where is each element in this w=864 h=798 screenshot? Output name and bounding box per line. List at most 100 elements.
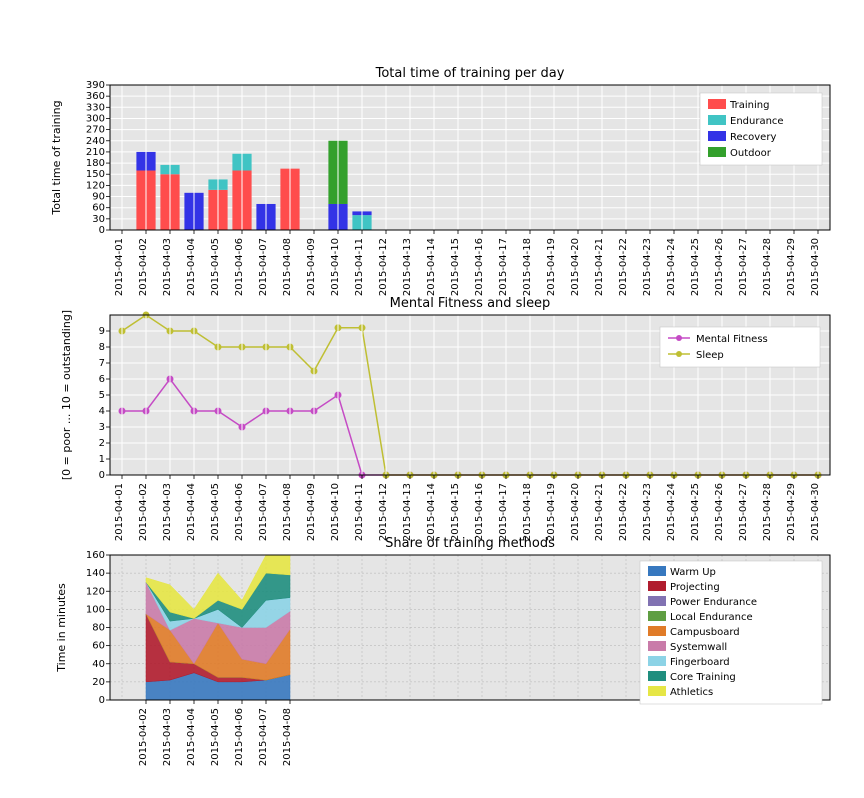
svg-text:2015-04-01: 2015-04-01: [114, 238, 125, 296]
svg-text:9: 9: [99, 326, 105, 337]
svg-text:4: 4: [99, 406, 105, 417]
svg-text:2015-04-20: 2015-04-20: [570, 483, 581, 541]
svg-text:2015-04-04: 2015-04-04: [186, 708, 197, 766]
svg-text:2015-04-05: 2015-04-05: [210, 708, 221, 766]
svg-text:2015-04-05: 2015-04-05: [210, 483, 221, 541]
svg-text:2015-04-12: 2015-04-12: [378, 238, 389, 296]
svg-text:300: 300: [86, 113, 105, 124]
svg-text:2015-04-13: 2015-04-13: [402, 238, 413, 296]
svg-text:2015-04-02: 2015-04-02: [138, 238, 149, 296]
svg-text:120: 120: [86, 180, 105, 191]
svg-text:2015-04-22: 2015-04-22: [618, 483, 629, 541]
svg-text:2015-04-20: 2015-04-20: [570, 238, 581, 296]
svg-text:2015-04-17: 2015-04-17: [498, 483, 509, 541]
svg-text:20: 20: [92, 677, 105, 688]
svg-text:60: 60: [92, 203, 105, 214]
svg-text:330: 330: [86, 102, 105, 113]
svg-text:2015-04-07: 2015-04-07: [258, 238, 269, 296]
svg-text:2015-04-04: 2015-04-04: [186, 483, 197, 541]
chart3-title: Share of training methods: [385, 536, 555, 551]
svg-text:0: 0: [99, 695, 105, 706]
svg-text:2015-04-25: 2015-04-25: [690, 238, 701, 296]
svg-text:30: 30: [92, 214, 105, 225]
svg-text:Sleep: Sleep: [696, 350, 724, 361]
svg-text:6: 6: [99, 374, 105, 385]
svg-text:150: 150: [86, 169, 105, 180]
chart1-legend: TrainingEnduranceRecoveryOutdoor: [700, 93, 822, 165]
svg-text:2015-04-29: 2015-04-29: [786, 238, 797, 296]
svg-text:Projecting: Projecting: [670, 582, 720, 593]
svg-text:2015-04-09: 2015-04-09: [306, 483, 317, 541]
svg-text:2015-04-10: 2015-04-10: [330, 238, 341, 296]
svg-text:2015-04-30: 2015-04-30: [810, 483, 821, 541]
svg-text:2015-04-13: 2015-04-13: [402, 483, 413, 541]
svg-text:2015-04-27: 2015-04-27: [738, 238, 749, 296]
charts-figure: 0306090120150180210240270300330360390201…: [20, 20, 864, 774]
chart2-legend: Mental FitnessSleep: [660, 327, 820, 367]
chart1-title: Total time of training per day: [375, 66, 565, 81]
svg-text:2015-04-05: 2015-04-05: [210, 238, 221, 296]
svg-text:Fingerboard: Fingerboard: [670, 657, 730, 668]
svg-text:2015-04-06: 2015-04-06: [234, 483, 245, 541]
svg-text:2015-04-03: 2015-04-03: [162, 238, 173, 296]
svg-text:8: 8: [99, 342, 105, 353]
svg-text:2015-04-03: 2015-04-03: [162, 708, 173, 766]
svg-text:2015-04-28: 2015-04-28: [762, 238, 773, 296]
svg-text:180: 180: [86, 158, 105, 169]
svg-text:100: 100: [86, 604, 105, 615]
svg-text:2015-04-11: 2015-04-11: [354, 483, 365, 541]
chart3-legend: Warm UpProjectingPower EnduranceLocal En…: [640, 561, 822, 704]
svg-text:2015-04-19: 2015-04-19: [546, 238, 557, 296]
svg-text:2015-04-07: 2015-04-07: [258, 483, 269, 541]
chart1-ylabel: Total time of training: [50, 100, 63, 215]
svg-text:2015-04-23: 2015-04-23: [642, 483, 653, 541]
svg-text:Recovery: Recovery: [730, 132, 776, 143]
chart2-title: Mental Fitness and sleep: [390, 296, 551, 311]
svg-text:2015-04-24: 2015-04-24: [666, 483, 677, 541]
svg-text:2015-04-15: 2015-04-15: [450, 483, 461, 541]
svg-text:2015-04-04: 2015-04-04: [186, 238, 197, 296]
chart3-ylabel: Time in minutes: [55, 583, 68, 673]
svg-text:240: 240: [86, 136, 105, 147]
svg-text:3: 3: [99, 422, 105, 433]
svg-text:0: 0: [99, 470, 105, 481]
svg-text:2015-04-17: 2015-04-17: [498, 238, 509, 296]
svg-text:270: 270: [86, 125, 105, 136]
svg-text:2015-04-29: 2015-04-29: [786, 483, 797, 541]
svg-text:2015-04-25: 2015-04-25: [690, 483, 701, 541]
svg-text:90: 90: [92, 192, 105, 203]
svg-text:210: 210: [86, 147, 105, 158]
svg-text:390: 390: [86, 80, 105, 91]
svg-text:7: 7: [99, 358, 105, 369]
svg-text:2015-04-08: 2015-04-08: [282, 238, 293, 296]
svg-text:Core Training: Core Training: [670, 672, 736, 683]
svg-text:2: 2: [99, 438, 105, 449]
svg-text:160: 160: [86, 550, 105, 561]
svg-text:Campusboard: Campusboard: [670, 627, 740, 638]
svg-text:2015-04-08: 2015-04-08: [282, 708, 293, 766]
svg-text:2015-04-22: 2015-04-22: [618, 238, 629, 296]
svg-text:1: 1: [99, 454, 105, 465]
svg-text:2015-04-19: 2015-04-19: [546, 483, 557, 541]
svg-text:360: 360: [86, 91, 105, 102]
svg-text:Local Endurance: Local Endurance: [670, 612, 753, 623]
svg-text:2015-04-21: 2015-04-21: [594, 238, 605, 296]
svg-text:Systemwall: Systemwall: [670, 642, 727, 653]
svg-text:2015-04-02: 2015-04-02: [138, 708, 149, 766]
svg-text:140: 140: [86, 568, 105, 579]
svg-text:2015-04-16: 2015-04-16: [474, 483, 485, 541]
svg-text:2015-04-01: 2015-04-01: [114, 483, 125, 541]
svg-text:Training: Training: [729, 100, 769, 111]
svg-text:2015-04-30: 2015-04-30: [810, 238, 821, 296]
svg-text:2015-04-18: 2015-04-18: [522, 483, 533, 541]
svg-text:2015-04-12: 2015-04-12: [378, 483, 389, 541]
svg-text:2015-04-09: 2015-04-09: [306, 238, 317, 296]
svg-text:Outdoor: Outdoor: [730, 148, 772, 159]
svg-text:2015-04-03: 2015-04-03: [162, 483, 173, 541]
svg-text:2015-04-14: 2015-04-14: [426, 483, 437, 541]
svg-text:2015-04-28: 2015-04-28: [762, 483, 773, 541]
svg-text:5: 5: [99, 390, 105, 401]
svg-text:2015-04-10: 2015-04-10: [330, 483, 341, 541]
svg-text:2015-04-08: 2015-04-08: [282, 483, 293, 541]
svg-text:2015-04-02: 2015-04-02: [138, 483, 149, 541]
